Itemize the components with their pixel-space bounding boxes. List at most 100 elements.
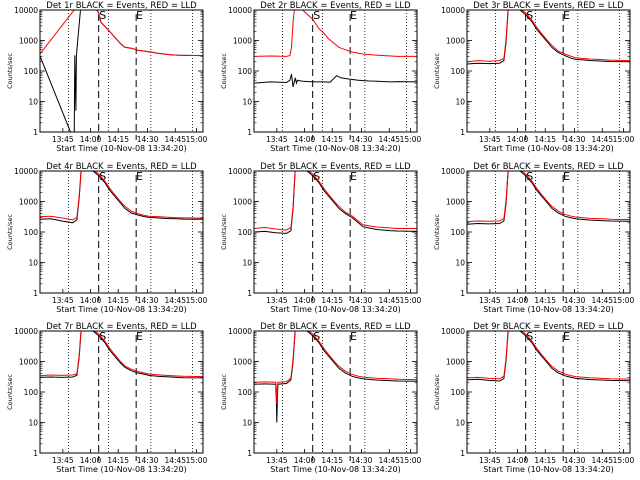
panel-det-4: Det 4r BLACK = Events, RED = LLD Counts/s…: [6, 162, 208, 314]
x-tick-label: 14:00: [80, 456, 102, 465]
plot-frame: [253, 330, 418, 454]
x-tick-label: 14:00: [507, 135, 529, 144]
x-tick-label: 14:30: [351, 456, 373, 465]
plot-frame: [39, 9, 204, 133]
x-tick-label: 13:45: [479, 296, 501, 305]
y-tick-label: 1: [33, 449, 38, 458]
panel-title: Det 2r BLACK = Events, RED = LLD: [260, 1, 411, 11]
y-tick-label: 100: [24, 388, 39, 397]
x-axis-label: Start Time (10-Nov-08 13:34:20): [483, 465, 613, 474]
x-tick-label: 14:45: [591, 135, 613, 144]
x-tick-label: 14:15: [321, 456, 343, 465]
x-tick-label: 14:45: [378, 296, 400, 305]
x-tick-label: 14:15: [107, 456, 129, 465]
start-marker-label: S: [313, 170, 320, 183]
y-tick-label: 10: [455, 419, 465, 428]
series-events-line: [467, 171, 630, 225]
x-tick-label: 15:00: [186, 456, 208, 465]
series-events-line: [467, 331, 630, 382]
x-tick-label: 14:15: [321, 135, 343, 144]
series-events-line: [467, 10, 630, 65]
x-tick-label: 14:30: [137, 296, 159, 305]
x-tick-label: 14:30: [351, 135, 373, 144]
panel-det-3: Det 3r BLACK = Events, RED = LLD Counts/s…: [433, 1, 635, 153]
series-events-line: [40, 10, 203, 132]
y-tick-label: 1: [460, 449, 465, 458]
x-tick-label: 15:00: [400, 296, 422, 305]
panel-title: Det 9r BLACK = Events, RED = LLD: [473, 322, 624, 332]
x-tick-label: 14:00: [80, 296, 102, 305]
y-tick-label: 10: [455, 259, 465, 268]
x-tick-label: 13:45: [266, 296, 288, 305]
series-lld-line: [467, 10, 630, 63]
plot-frame: [466, 170, 631, 294]
y-tick-label: 1000: [446, 37, 465, 46]
y-tick-label: 1000: [446, 358, 465, 367]
end-marker-label: E: [136, 9, 143, 22]
x-tick-label: 14:30: [351, 296, 373, 305]
y-axis-label: Counts/sec: [6, 53, 14, 89]
y-tick-label: 10: [28, 419, 38, 428]
x-tick-label: 15:00: [613, 456, 635, 465]
series-lld-line: [467, 171, 630, 223]
x-tick-label: 15:00: [613, 135, 635, 144]
y-tick-label: 10000: [441, 327, 465, 336]
x-tick-label: 14:00: [80, 135, 102, 144]
panel-det-5: Det 5r BLACK = Events, RED = LLD Counts/s…: [220, 162, 422, 314]
series-lld-line: [254, 331, 417, 405]
series-events-line: [254, 331, 417, 423]
end-marker-label: E: [563, 330, 570, 343]
series-events-line: [40, 331, 203, 379]
end-marker-label: E: [136, 330, 143, 343]
y-axis-label: Counts/sec: [6, 214, 14, 250]
x-axis-label: Start Time (10-Nov-08 13:34:20): [270, 144, 400, 153]
x-tick-label: 14:00: [294, 135, 316, 144]
end-marker-label: E: [563, 170, 570, 183]
y-tick-label: 10: [242, 259, 252, 268]
panel-title: Det 3r BLACK = Events, RED = LLD: [473, 1, 624, 11]
x-tick-label: 14:15: [107, 296, 129, 305]
x-tick-label: 13:45: [52, 456, 74, 465]
y-tick-label: 1000: [19, 37, 38, 46]
x-axis-label: Start Time (10-Nov-08 13:34:20): [270, 305, 400, 314]
x-tick-label: 13:45: [479, 135, 501, 144]
x-tick-label: 14:15: [107, 135, 129, 144]
y-tick-label: 10: [28, 98, 38, 107]
x-tick-label: 14:30: [564, 135, 586, 144]
x-tick-label: 14:15: [534, 296, 556, 305]
plot-frame: [253, 9, 418, 133]
x-tick-label: 14:45: [164, 135, 186, 144]
y-tick-label: 1000: [233, 37, 252, 46]
series-lld-line: [254, 10, 417, 57]
x-tick-label: 14:45: [164, 296, 186, 305]
x-tick-label: 13:45: [52, 296, 74, 305]
panel-title: Det 6r BLACK = Events, RED = LLD: [473, 162, 624, 172]
y-tick-label: 1: [460, 289, 465, 298]
y-tick-label: 100: [238, 388, 253, 397]
series-lld-line: [40, 10, 203, 57]
y-tick-label: 1000: [19, 358, 38, 367]
x-tick-label: 13:45: [266, 135, 288, 144]
x-tick-label: 14:30: [564, 296, 586, 305]
x-axis-label: Start Time (10-Nov-08 13:34:20): [56, 465, 186, 474]
x-tick-label: 14:30: [137, 456, 159, 465]
x-tick-label: 15:00: [400, 135, 422, 144]
start-marker-label: S: [313, 330, 320, 343]
x-tick-label: 15:00: [400, 456, 422, 465]
panel-title: Det 5r BLACK = Events, RED = LLD: [260, 162, 411, 172]
x-axis-label: Start Time (10-Nov-08 13:34:20): [483, 144, 613, 153]
x-tick-label: 14:45: [378, 135, 400, 144]
y-axis-label: Counts/sec: [220, 214, 228, 250]
plot-frame: [39, 330, 204, 454]
start-marker-label: S: [526, 330, 533, 343]
y-tick-label: 10: [28, 259, 38, 268]
y-tick-label: 1000: [446, 198, 465, 207]
panel-det-2: Det 2r BLACK = Events, RED = LLD Counts/s…: [220, 1, 422, 153]
x-tick-label: 14:45: [591, 456, 613, 465]
x-tick-label: 13:45: [479, 456, 501, 465]
y-tick-label: 10000: [228, 6, 252, 15]
y-tick-label: 1: [33, 289, 38, 298]
x-axis-label: Start Time (10-Nov-08 13:34:20): [483, 305, 613, 314]
x-tick-label: 13:45: [266, 456, 288, 465]
panel-det-8: Det 8r BLACK = Events, RED = LLD Counts/s…: [220, 322, 422, 474]
